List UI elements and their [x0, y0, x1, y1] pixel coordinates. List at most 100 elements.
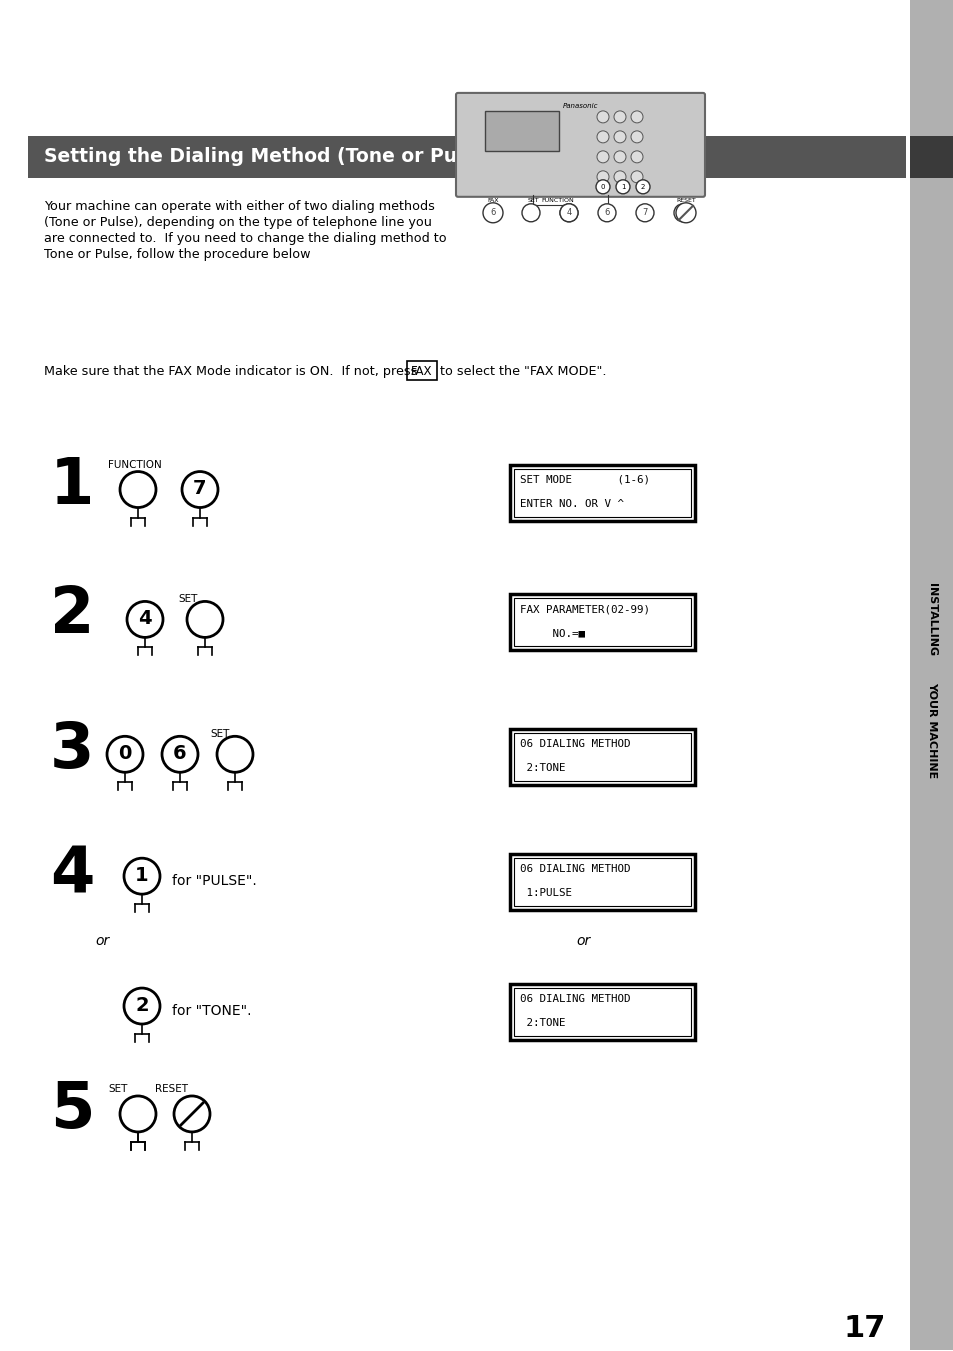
Text: SET MODE       (1-6): SET MODE (1-6) [519, 474, 649, 485]
Circle shape [598, 204, 616, 222]
FancyBboxPatch shape [510, 594, 695, 650]
Text: 0: 0 [600, 184, 604, 190]
Text: 7: 7 [193, 480, 207, 499]
Text: FAX PARAMETER(02-99): FAX PARAMETER(02-99) [519, 604, 649, 615]
Text: FAX: FAX [411, 365, 432, 378]
Text: 4: 4 [566, 208, 571, 218]
Text: to select the "FAX MODE".: to select the "FAX MODE". [439, 365, 606, 378]
Text: or: or [95, 934, 110, 948]
Text: SET: SET [527, 197, 538, 203]
Text: 7: 7 [641, 208, 647, 218]
Text: 17: 17 [842, 1313, 885, 1343]
Circle shape [521, 204, 539, 222]
Circle shape [630, 170, 642, 182]
Text: 1:PULSE: 1:PULSE [519, 888, 572, 898]
Circle shape [676, 203, 696, 223]
Circle shape [182, 471, 218, 508]
Text: RESET: RESET [676, 197, 695, 203]
Text: 1: 1 [620, 184, 624, 190]
Circle shape [614, 170, 625, 182]
FancyBboxPatch shape [510, 984, 695, 1040]
Text: 6: 6 [603, 208, 609, 218]
Text: 06 DIALING METHOD: 06 DIALING METHOD [519, 865, 630, 874]
Circle shape [216, 736, 253, 773]
Text: or: or [576, 934, 590, 948]
Text: Tone or Pulse, follow the procedure below: Tone or Pulse, follow the procedure belo… [44, 247, 310, 261]
FancyBboxPatch shape [514, 734, 690, 781]
Text: (Tone or Pulse), depending on the type of telephone line you: (Tone or Pulse), depending on the type o… [44, 216, 432, 228]
FancyBboxPatch shape [510, 465, 695, 520]
Text: 6: 6 [173, 744, 187, 763]
Circle shape [636, 204, 654, 222]
FancyBboxPatch shape [514, 858, 690, 907]
Text: SET: SET [108, 1084, 128, 1094]
Circle shape [614, 111, 625, 123]
Text: INSTALLING: INSTALLING [926, 584, 936, 657]
Text: 2: 2 [50, 585, 94, 646]
Circle shape [120, 471, 156, 508]
Text: 2:TONE: 2:TONE [519, 1019, 565, 1028]
Circle shape [614, 151, 625, 163]
Text: 0: 0 [118, 744, 132, 763]
Circle shape [107, 736, 143, 773]
Text: 06 DIALING METHOD: 06 DIALING METHOD [519, 739, 630, 750]
Text: for "PULSE".: for "PULSE". [172, 874, 256, 888]
FancyBboxPatch shape [28, 136, 905, 178]
Text: 1: 1 [50, 454, 94, 516]
Circle shape [597, 111, 608, 123]
Text: SET: SET [178, 594, 197, 604]
Text: Panasonic: Panasonic [562, 103, 598, 109]
Circle shape [127, 601, 163, 638]
Text: FUNCTION: FUNCTION [541, 197, 574, 203]
FancyBboxPatch shape [456, 93, 704, 197]
Text: 4: 4 [50, 844, 94, 907]
Circle shape [482, 203, 502, 223]
Text: Make sure that the FAX Mode indicator is ON.  If not, press: Make sure that the FAX Mode indicator is… [44, 365, 417, 378]
Text: 3: 3 [50, 719, 94, 781]
Text: for "TONE".: for "TONE". [172, 1004, 252, 1019]
FancyBboxPatch shape [514, 988, 690, 1036]
FancyBboxPatch shape [510, 730, 695, 785]
Circle shape [616, 180, 629, 193]
Text: RESET: RESET [154, 1084, 188, 1094]
Circle shape [614, 131, 625, 143]
Circle shape [173, 1096, 210, 1132]
Circle shape [630, 111, 642, 123]
Text: 4: 4 [138, 609, 152, 628]
Text: SET: SET [210, 730, 229, 739]
Circle shape [596, 180, 609, 193]
Circle shape [187, 601, 223, 638]
Text: FUNCTION: FUNCTION [108, 459, 162, 470]
Text: NO.=■: NO.=■ [519, 628, 584, 639]
Text: Your machine can operate with either of two dialing methods: Your machine can operate with either of … [44, 200, 435, 213]
Circle shape [162, 736, 198, 773]
FancyBboxPatch shape [514, 469, 690, 516]
Circle shape [636, 180, 649, 193]
Circle shape [124, 988, 160, 1024]
FancyBboxPatch shape [484, 111, 558, 151]
Circle shape [630, 131, 642, 143]
Text: Setting the Dialing Method (Tone or Pulse): Setting the Dialing Method (Tone or Puls… [44, 147, 496, 166]
Text: FAX: FAX [487, 197, 498, 203]
FancyBboxPatch shape [909, 136, 953, 178]
Circle shape [597, 170, 608, 182]
FancyBboxPatch shape [510, 854, 695, 911]
Text: are connected to.  If you need to change the dialing method to: are connected to. If you need to change … [44, 232, 446, 245]
Circle shape [120, 1096, 156, 1132]
Text: 6: 6 [490, 208, 496, 218]
Circle shape [597, 151, 608, 163]
Text: 2:TONE: 2:TONE [519, 763, 565, 773]
Text: 1: 1 [135, 866, 149, 885]
Circle shape [597, 131, 608, 143]
Text: ENTER NO. OR V ^: ENTER NO. OR V ^ [519, 499, 623, 508]
Text: 2: 2 [135, 996, 149, 1015]
Text: 5: 5 [50, 1079, 94, 1142]
Circle shape [673, 204, 691, 222]
Text: 06 DIALING METHOD: 06 DIALING METHOD [519, 994, 630, 1004]
Circle shape [124, 858, 160, 894]
Circle shape [630, 151, 642, 163]
Text: 2: 2 [640, 184, 644, 190]
Text: YOUR MACHINE: YOUR MACHINE [926, 682, 936, 778]
FancyBboxPatch shape [514, 598, 690, 646]
FancyBboxPatch shape [909, 0, 953, 1350]
